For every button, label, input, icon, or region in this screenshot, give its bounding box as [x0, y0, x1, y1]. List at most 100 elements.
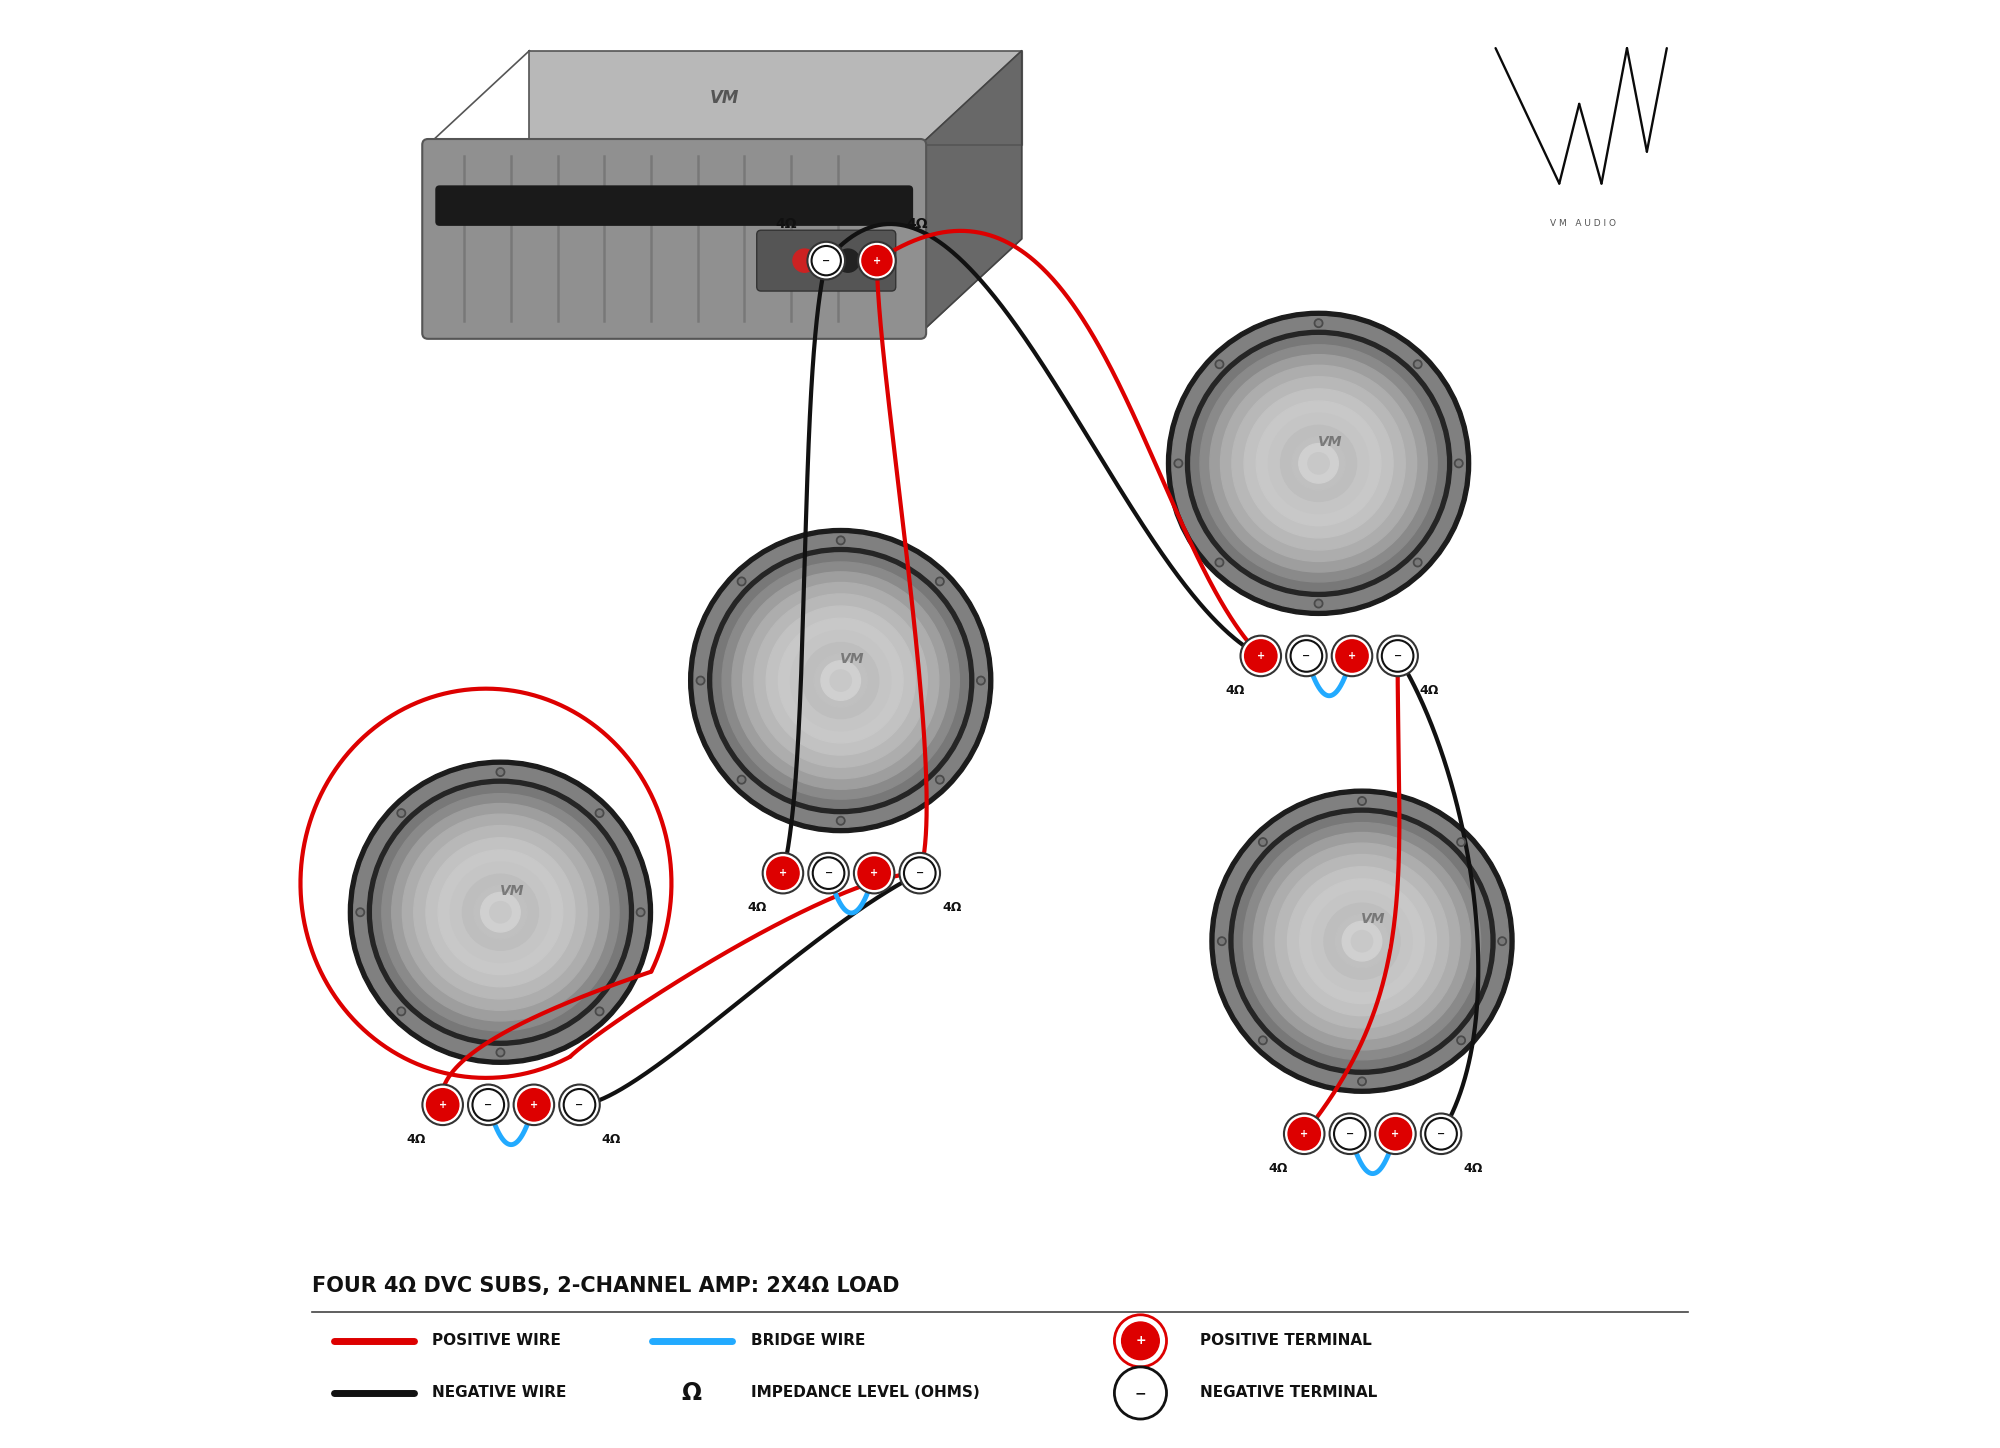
Circle shape	[636, 908, 644, 917]
Circle shape	[1380, 1118, 1412, 1150]
Text: VM: VM	[840, 652, 864, 666]
Polygon shape	[530, 51, 1022, 145]
Circle shape	[638, 909, 644, 915]
Circle shape	[422, 1085, 462, 1125]
Circle shape	[1414, 361, 1422, 368]
Circle shape	[1264, 843, 1460, 1040]
Circle shape	[486, 898, 516, 928]
Circle shape	[1346, 927, 1378, 957]
Circle shape	[1218, 937, 1226, 946]
Text: +: +	[778, 869, 788, 877]
Circle shape	[1256, 401, 1380, 526]
Text: 4Ω: 4Ω	[774, 217, 796, 232]
Circle shape	[1314, 599, 1322, 608]
Text: −: −	[824, 869, 832, 877]
Circle shape	[1358, 1077, 1366, 1086]
Circle shape	[1360, 1079, 1364, 1083]
Circle shape	[490, 902, 512, 922]
Circle shape	[830, 670, 852, 691]
Circle shape	[1498, 937, 1506, 946]
Circle shape	[688, 529, 992, 833]
Circle shape	[766, 607, 916, 754]
Circle shape	[414, 825, 588, 999]
Circle shape	[1268, 413, 1368, 514]
Text: +: +	[872, 256, 880, 265]
Circle shape	[1260, 1038, 1266, 1043]
Circle shape	[812, 857, 844, 889]
Text: FOUR 4Ω DVC SUBS, 2-CHANNEL AMP: 2X4Ω LOAD: FOUR 4Ω DVC SUBS, 2-CHANNEL AMP: 2X4Ω LO…	[312, 1276, 900, 1296]
Circle shape	[1312, 891, 1412, 992]
Text: −: −	[916, 869, 924, 877]
Circle shape	[1416, 362, 1420, 366]
Circle shape	[598, 811, 602, 815]
Circle shape	[1300, 879, 1424, 1003]
Circle shape	[1280, 426, 1356, 501]
Text: 4Ω: 4Ω	[1268, 1163, 1288, 1174]
Circle shape	[426, 1089, 458, 1121]
Circle shape	[838, 539, 844, 543]
Text: BRIDGE WIRE: BRIDGE WIRE	[750, 1334, 866, 1348]
Circle shape	[858, 857, 890, 889]
Circle shape	[1176, 460, 1180, 466]
Circle shape	[826, 665, 856, 695]
Circle shape	[1244, 822, 1480, 1060]
Circle shape	[1298, 443, 1338, 484]
Text: 4Ω: 4Ω	[406, 1134, 426, 1145]
Circle shape	[1244, 640, 1276, 672]
Circle shape	[1304, 449, 1334, 478]
Circle shape	[738, 578, 746, 585]
Circle shape	[1500, 938, 1504, 944]
Circle shape	[348, 760, 652, 1064]
Text: VM: VM	[710, 88, 740, 107]
Circle shape	[936, 578, 944, 585]
Circle shape	[1240, 636, 1282, 676]
Circle shape	[398, 1009, 404, 1014]
Circle shape	[1216, 559, 1224, 566]
Circle shape	[1286, 636, 1326, 676]
Circle shape	[596, 1008, 604, 1015]
Circle shape	[496, 1048, 504, 1057]
Circle shape	[938, 778, 942, 782]
Text: 4Ω: 4Ω	[1420, 685, 1440, 696]
Text: VM: VM	[500, 883, 524, 898]
Circle shape	[698, 678, 702, 683]
Circle shape	[1172, 317, 1466, 610]
Text: −: −	[484, 1100, 492, 1109]
Text: −: −	[1346, 1129, 1354, 1138]
Circle shape	[398, 1008, 406, 1015]
Circle shape	[598, 1009, 602, 1014]
Circle shape	[472, 1089, 504, 1121]
Circle shape	[814, 654, 866, 707]
Circle shape	[1420, 1114, 1462, 1154]
Circle shape	[1244, 390, 1394, 537]
Circle shape	[1458, 840, 1464, 844]
Circle shape	[1376, 1114, 1416, 1154]
Circle shape	[790, 630, 890, 731]
Text: +: +	[1256, 652, 1264, 660]
Circle shape	[1330, 1114, 1370, 1154]
Circle shape	[814, 654, 868, 707]
Circle shape	[1454, 459, 1462, 468]
Circle shape	[778, 618, 904, 743]
Circle shape	[1174, 459, 1182, 468]
Circle shape	[1336, 640, 1368, 672]
FancyBboxPatch shape	[756, 230, 896, 291]
Text: IMPEDANCE LEVEL (OHMS): IMPEDANCE LEVEL (OHMS)	[750, 1386, 980, 1400]
Circle shape	[1216, 361, 1224, 368]
Circle shape	[468, 1085, 508, 1125]
Circle shape	[738, 776, 746, 783]
Circle shape	[358, 909, 362, 915]
Circle shape	[742, 582, 938, 779]
Text: 4Ω: 4Ω	[748, 902, 766, 914]
Circle shape	[858, 242, 896, 279]
Circle shape	[1288, 1118, 1320, 1150]
Text: +: +	[1392, 1129, 1400, 1138]
Circle shape	[836, 249, 860, 272]
Circle shape	[768, 857, 798, 889]
Circle shape	[696, 676, 704, 685]
Circle shape	[1200, 345, 1438, 582]
Text: 4Ω: 4Ω	[1464, 1163, 1482, 1174]
Circle shape	[1234, 814, 1490, 1069]
Text: 4Ω: 4Ω	[942, 902, 962, 914]
Text: VM: VM	[1318, 434, 1342, 449]
